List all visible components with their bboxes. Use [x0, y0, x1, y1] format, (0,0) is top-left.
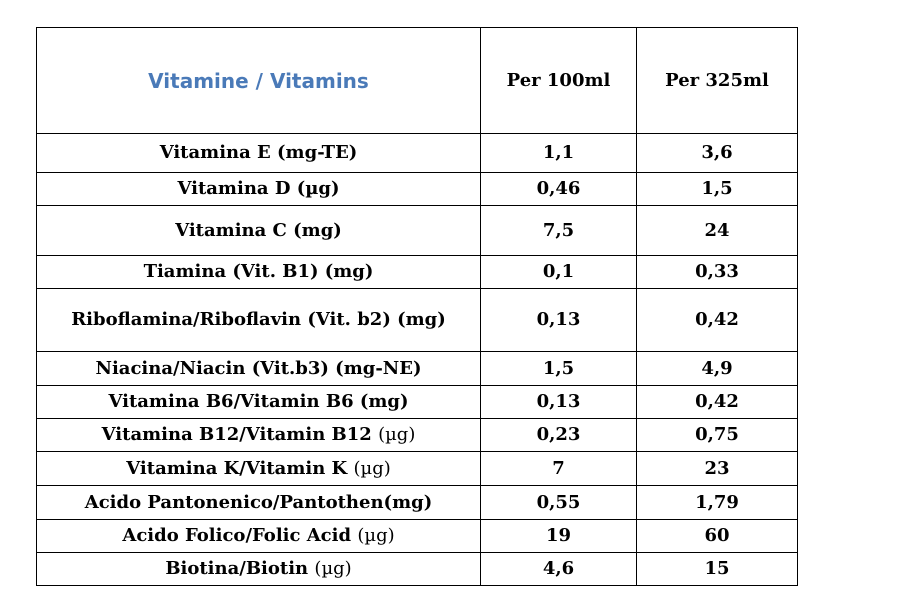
value-per-100ml: 0,55: [480, 485, 637, 520]
table-row: Riboflamina/Riboflavin (Vit. b2) (mg) 0,1…: [36, 288, 798, 352]
value-per-325ml: 0,42: [636, 385, 798, 419]
vitamin-name-cell: Vitamina B6/Vitamin B6 (mg): [36, 385, 481, 419]
vitamin-unit: (µg): [353, 457, 391, 479]
value-per-325ml: 4,9: [636, 351, 798, 386]
header-row: Vitamine / Vitamins Per 100ml Per 325ml: [36, 27, 798, 134]
table-row: Vitamina K/Vitamin K (µg) 7 23: [36, 451, 798, 486]
table-body: Vitamina E (mg-TE) 1,1 3,6 Vitamina D (µg) 0…: [36, 133, 798, 586]
value-per-325ml: 1,79: [636, 485, 798, 520]
vitamin-name-cell: Vitamina E (mg-TE): [36, 133, 481, 173]
vitamin-name: Vitamina D (µg): [177, 178, 340, 199]
table-row: Biotina/Biotin (µg) 4,6 15: [36, 552, 798, 586]
vitamin-unit: (µg): [357, 525, 395, 546]
value-per-100ml: 0,13: [480, 385, 637, 419]
vitamin-name-cell: Acido Pantonenico/Pantothen(mg): [36, 485, 481, 520]
value-per-100ml: 19: [480, 519, 637, 553]
value-per-325ml: 23: [636, 451, 798, 486]
vitamin-name-cell: Vitamina K/Vitamin K (µg): [36, 451, 481, 486]
vitamin-name-cell: Biotina/Biotin (µg): [36, 552, 481, 586]
vitamin-name-cell: Tiamina (Vit. B1) (mg): [36, 255, 481, 289]
vitamin-name: Vitamina E (mg-TE): [159, 142, 358, 163]
value-per-100ml: 1,1: [480, 133, 637, 173]
value-per-325ml: 24: [636, 205, 798, 256]
vitamin-name: Niacina/Niacin (Vit.b3) (mg-NE): [95, 357, 422, 379]
value-per-325ml: 1,5: [636, 172, 798, 206]
vitamin-name-cell: Acido Folico/Folic Acid (µg): [36, 519, 481, 553]
value-per-100ml: 0,1: [480, 255, 637, 289]
value-per-325ml: 15: [636, 552, 798, 586]
value-per-100ml: 0,46: [480, 172, 637, 206]
vitamin-unit: (µg): [378, 424, 416, 445]
vitamin-name-cell: Niacina/Niacin (Vit.b3) (mg-NE): [36, 351, 481, 386]
table-row: Vitamina C (mg) 7,5 24: [36, 205, 798, 256]
table-row: Niacina/Niacin (Vit.b3) (mg-NE) 1,5 4,9: [36, 351, 798, 386]
value-per-325ml: 0,75: [636, 418, 798, 452]
vitamin-name-cell: Riboflamina/Riboflavin (Vit. b2) (mg): [36, 288, 481, 352]
table-title: Vitamine / Vitamins: [36, 27, 481, 134]
vitamin-name-cell: Vitamina B12/Vitamin B12 (µg): [36, 418, 481, 452]
vitamin-name: Vitamina B6/Vitamin B6 (mg): [108, 391, 409, 412]
table-row: Vitamina B6/Vitamin B6 (mg) 0,13 0,42: [36, 385, 798, 419]
value-per-100ml: 7,5: [480, 205, 637, 256]
vitamin-name: Tiamina (Vit. B1) (mg): [143, 261, 374, 282]
value-per-325ml: 0,33: [636, 255, 798, 289]
vitamin-unit: (µg): [314, 558, 352, 579]
vitamin-table: Vitamine / Vitamins Per 100ml Per 325ml …: [36, 27, 798, 586]
value-per-100ml: 7: [480, 451, 637, 486]
value-per-100ml: 0,13: [480, 288, 637, 352]
table-row: Tiamina (Vit. B1) (mg) 0,1 0,33: [36, 255, 798, 289]
vitamin-name: Vitamina B12/Vitamin B12: [101, 424, 379, 445]
table-row: Acido Folico/Folic Acid (µg) 19 60: [36, 519, 798, 553]
vitamin-name: Riboflamina/Riboflavin (Vit. b2) (mg): [71, 309, 446, 330]
table-row: Vitamina B12/Vitamin B12 (µg) 0,23 0,75: [36, 418, 798, 452]
column-header-per-100ml: Per 100ml: [480, 27, 637, 134]
value-per-100ml: 1,5: [480, 351, 637, 386]
value-per-325ml: 3,6: [636, 133, 798, 173]
vitamin-name-cell: Vitamina C (mg): [36, 205, 481, 256]
vitamin-name-cell: Vitamina D (µg): [36, 172, 481, 206]
vitamin-name: Biotina/Biotin: [165, 558, 315, 579]
table-row: Vitamina E (mg-TE) 1,1 3,6: [36, 133, 798, 173]
vitamin-name: Vitamina C (mg): [175, 219, 342, 241]
column-header-per-325ml: Per 325ml: [636, 27, 798, 134]
value-per-325ml: 0,42: [636, 288, 798, 352]
value-per-100ml: 4,6: [480, 552, 637, 586]
vitamin-name: Acido Folico/Folic Acid: [122, 525, 358, 546]
vitamin-name: Vitamina K/Vitamin K: [126, 457, 354, 479]
table-header: Vitamine / Vitamins Per 100ml Per 325ml: [36, 27, 798, 134]
table-row: Vitamina D (µg) 0,46 1,5: [36, 172, 798, 206]
value-per-325ml: 60: [636, 519, 798, 553]
vitamin-name: Acido Pantonenico/Pantothen(mg): [84, 491, 433, 513]
table-row: Acido Pantonenico/Pantothen(mg) 0,55 1,79: [36, 485, 798, 520]
value-per-100ml: 0,23: [480, 418, 637, 452]
